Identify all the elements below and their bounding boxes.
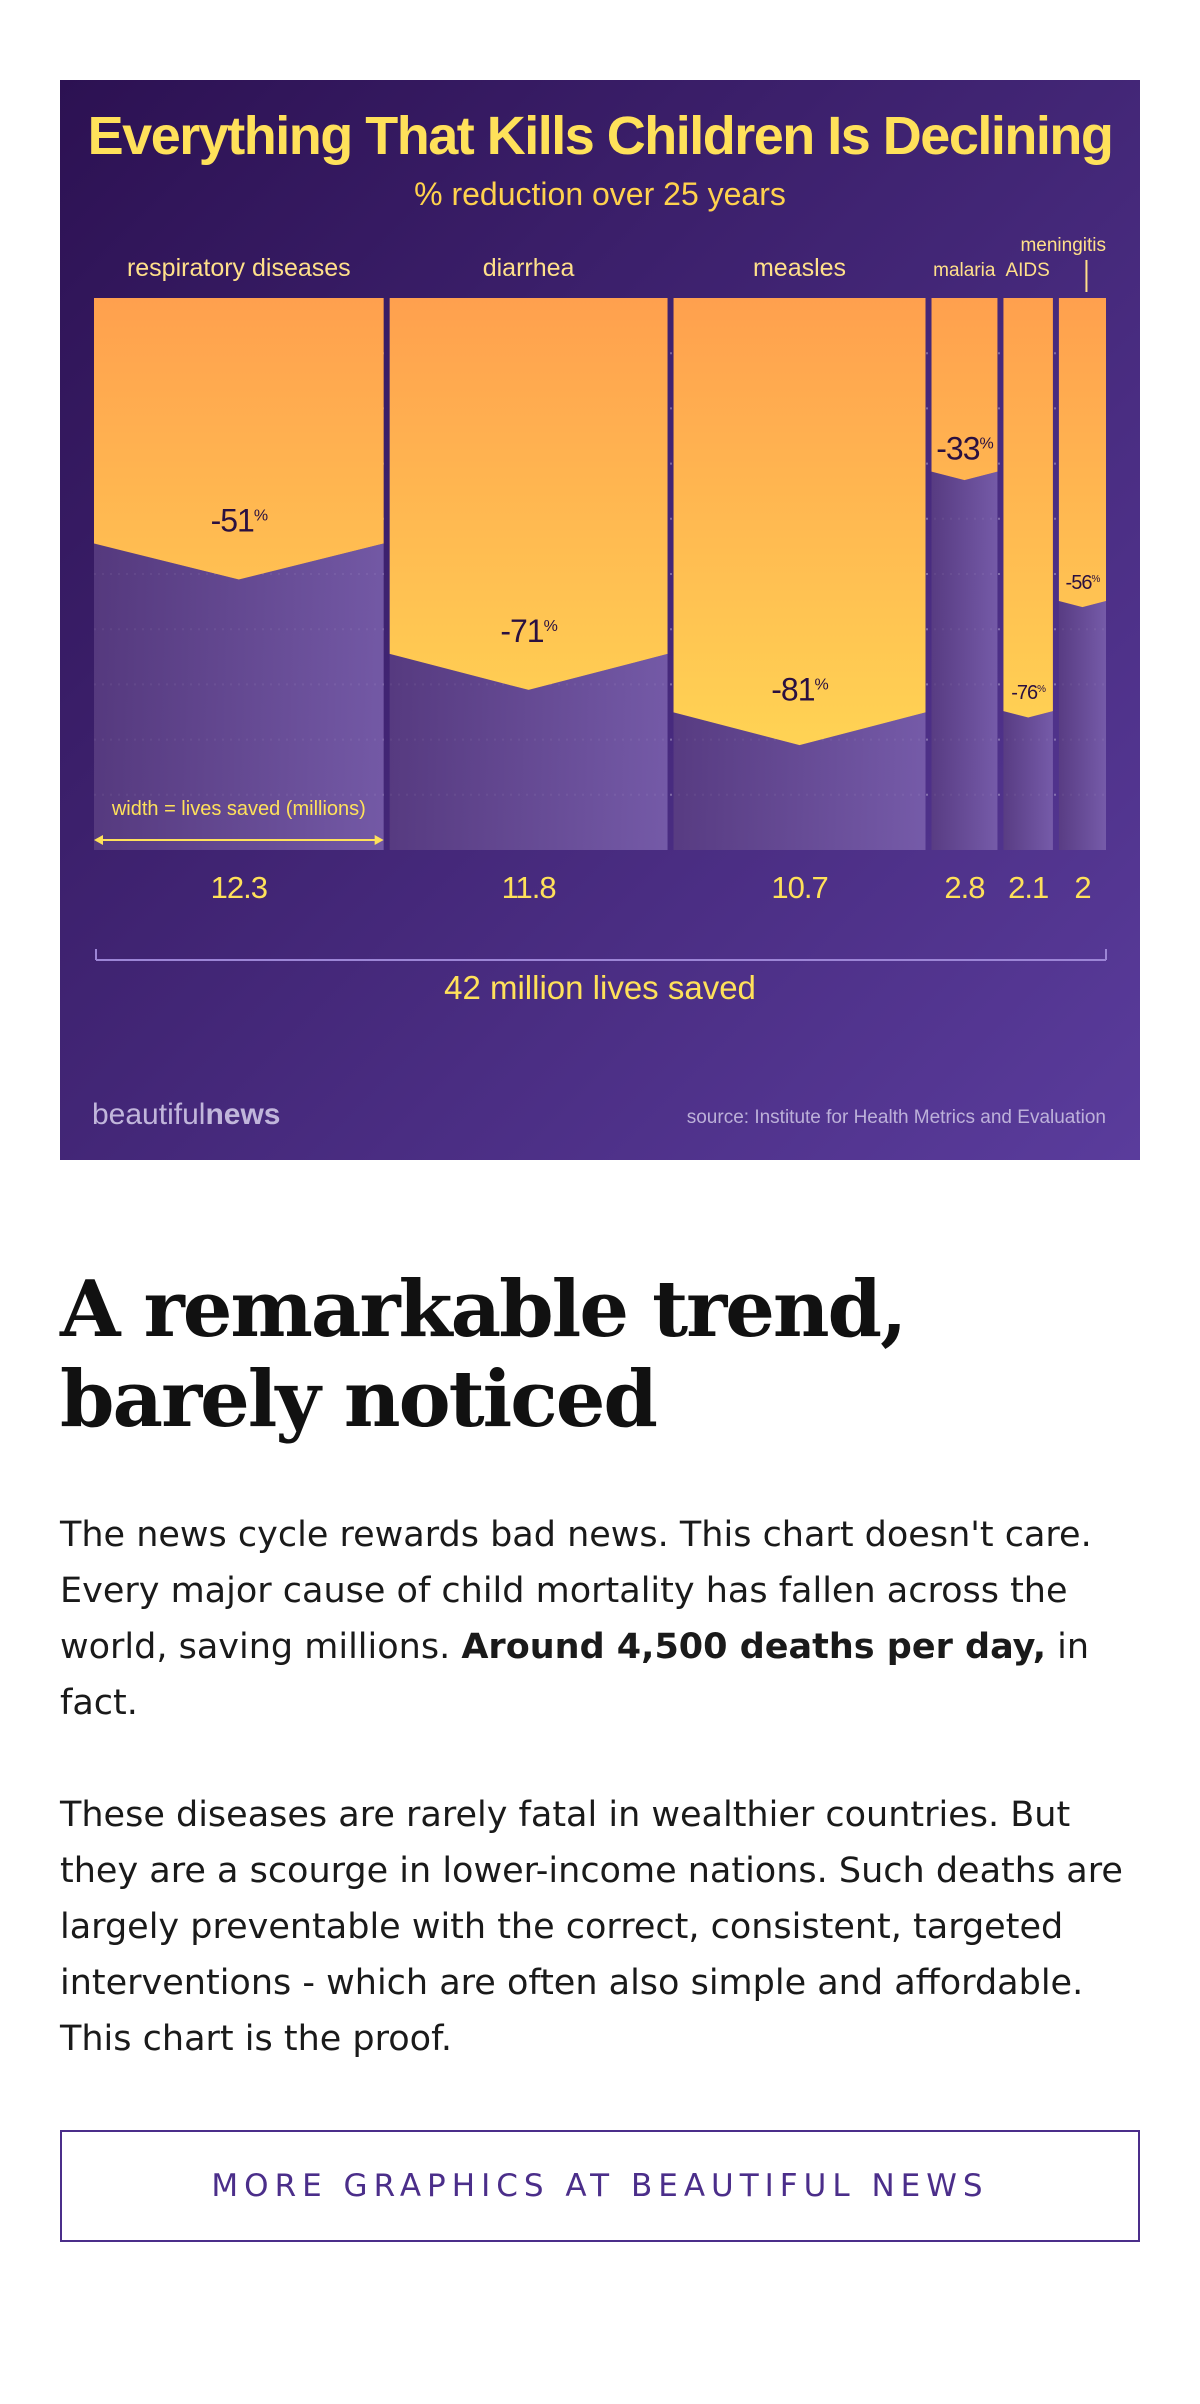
chart-title: Everything That Kills Children Is Declin… xyxy=(88,106,1113,166)
remaining-area-5 xyxy=(1058,600,1106,850)
remaining-area-0 xyxy=(94,543,384,850)
bar-4 xyxy=(1003,298,1053,718)
brand-logo: beautifulnews xyxy=(92,1098,280,1131)
category-label-4: AIDS xyxy=(1005,260,1049,281)
para1-text-start: The news cycle rewards bad news. This ch… xyxy=(60,1515,1092,1667)
article-paragraph-2: These diseases are rarely fatal in wealt… xyxy=(60,1795,1123,2059)
category-label-0: respiratory diseases xyxy=(127,254,351,282)
remaining-area-1 xyxy=(389,653,668,850)
percent-labels: -51% -71% -81% -33% -76% -56% xyxy=(211,431,1102,708)
more-graphics-button[interactable]: MORE GRAPHICS AT BEAUTIFUL NEWS xyxy=(60,2130,1140,2242)
category-label-1: diarrhea xyxy=(483,254,575,282)
bar-0 xyxy=(94,298,384,580)
width-legend-arrowhead-left xyxy=(94,835,103,845)
remaining-area-4 xyxy=(1003,711,1053,850)
category-label-5: meningitis xyxy=(1020,235,1106,256)
value-labels: 12.3 11.8 10.7 2.8 2.1 2 xyxy=(211,870,1092,905)
chart-subtitle: % reduction over 25 years xyxy=(414,176,786,212)
percent-label-2: -81% xyxy=(771,671,828,707)
percent-label-4: -76% xyxy=(1011,682,1046,704)
bar-2 xyxy=(673,298,926,746)
width-legend-arrowhead-right xyxy=(374,835,384,845)
remaining-area-3 xyxy=(931,471,998,850)
brand-logo-light: beautiful xyxy=(92,1098,205,1131)
para1-text-end: in fact. xyxy=(60,1627,1090,1723)
percent-label-1: -71% xyxy=(500,613,557,649)
article-paragraph-1: The news cycle rewards bad news. This ch… xyxy=(60,1507,1140,1731)
value-label-0: 12.3 xyxy=(211,870,267,905)
category-labels: respiratory diseases diarrhea measles malar… xyxy=(127,235,1106,292)
percent-label-3: -33% xyxy=(936,431,993,467)
percent-label-5: -56% xyxy=(1066,572,1101,594)
width-legend: width = lives saved (millions) xyxy=(111,798,366,820)
value-label-1: 11.8 xyxy=(502,870,556,905)
para1-text-bold: Around 4,500 deaths per day, xyxy=(461,1627,1047,1667)
category-label-3: malaria xyxy=(933,260,996,281)
bar-5 xyxy=(1058,298,1106,608)
chart: Everything That Kills Children Is Declin… xyxy=(60,80,1140,1160)
percent-label-0: -51% xyxy=(211,503,268,539)
remaining-area-2 xyxy=(673,712,926,850)
bars-group: width = lives saved (millions) xyxy=(94,298,1106,850)
value-label-2: 10.7 xyxy=(771,870,827,905)
value-label-4: 2.1 xyxy=(1008,870,1048,905)
chart-card: Everything That Kills Children Is Declin… xyxy=(60,80,1140,1160)
article-headline: A remarkable trend, barely noticed xyxy=(60,1264,907,1445)
total-label: 42 million lives saved xyxy=(444,969,756,1006)
value-label-3: 2.8 xyxy=(944,870,984,905)
brand-logo-bold: news xyxy=(205,1098,280,1131)
bar-1 xyxy=(389,298,668,690)
source-note: source: Institute for Health Metrics and… xyxy=(687,1107,1106,1128)
category-label-2: measles xyxy=(753,254,846,282)
bar-3 xyxy=(931,298,998,481)
value-label-5: 2 xyxy=(1074,870,1090,905)
